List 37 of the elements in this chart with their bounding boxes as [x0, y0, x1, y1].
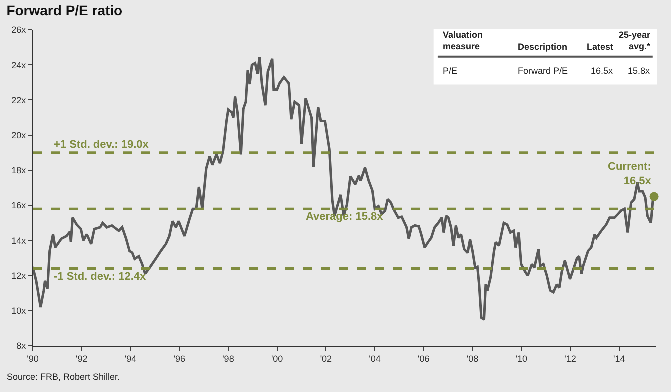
x-tick-label: '02 — [320, 354, 332, 364]
x-tick-label: '96 — [174, 354, 186, 364]
y-tick-label: 8x — [16, 341, 27, 352]
annotation: 25-year avg.* — [619, 30, 652, 52]
x-tick-label: '04 — [369, 354, 381, 364]
chart-title: Forward P/E ratio — [6, 2, 123, 19]
y-tick-label: 16x — [12, 200, 27, 211]
y-tick-label: 22x — [12, 95, 27, 106]
x-tick-label: '90 — [27, 354, 39, 364]
x-tick-label: '94 — [124, 354, 137, 364]
annotation: Description — [518, 42, 568, 52]
x-tick-label: '00 — [271, 354, 284, 364]
y-tick-label: 26x — [12, 25, 27, 36]
y-tick-label: 24x — [12, 60, 27, 70]
y-tick-label: 12x — [12, 270, 27, 281]
source-note: Source: FRB, Robert Shiller. — [7, 372, 120, 382]
x-tick-label: '10 — [516, 354, 528, 364]
ref-line-label: Average: 15.8x — [306, 211, 384, 223]
annotation: Forward P/E — [518, 66, 568, 76]
annotation: Latest — [587, 42, 614, 52]
annotation: 15.8x — [628, 66, 651, 76]
x-tick-label: '92 — [76, 354, 88, 364]
x-tick-label: '98 — [222, 354, 234, 364]
annotation: 16.5x — [591, 66, 614, 76]
x-tick-label: '14 — [613, 354, 626, 364]
annotation: Valuation measure — [443, 30, 484, 52]
ref-line-label: -1 Std. dev.: 12.4x — [54, 271, 147, 283]
ref-line-label: +1 Std. dev.: 19.0x — [54, 139, 150, 151]
y-tick-label: 10x — [12, 306, 27, 316]
annotation: P/E — [443, 66, 458, 76]
y-tick-label: 20x — [12, 130, 27, 140]
x-tick-label: '12 — [564, 354, 576, 364]
x-tick-label: '06 — [418, 354, 430, 364]
y-tick-label: 18x — [12, 166, 27, 176]
annotation: Current: 16.5x — [608, 161, 652, 188]
x-tick-label: '08 — [466, 354, 479, 364]
y-tick-label: 14x — [12, 236, 27, 246]
